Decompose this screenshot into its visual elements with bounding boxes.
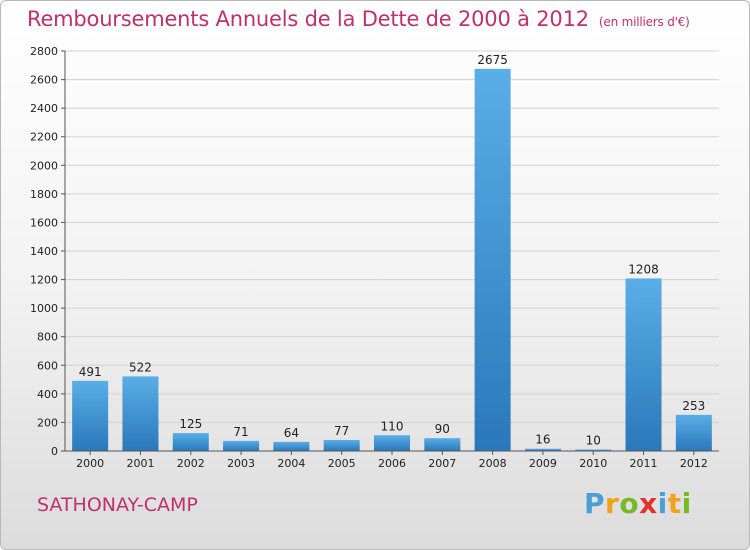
grid-lines	[65, 50, 719, 423]
bar-2003	[223, 440, 260, 451]
bar-2012	[675, 414, 712, 451]
data-label: 10	[586, 434, 601, 448]
bar-2006	[374, 435, 410, 451]
y-tick-label: 1800	[30, 188, 58, 201]
y-tick-label: 1200	[30, 274, 58, 287]
bar-2000	[72, 380, 109, 451]
city-name: SATHONAY-CAMP	[37, 494, 198, 516]
data-label: 64	[284, 426, 299, 440]
y-axis-ticks: 0 200 400 600 800 1000 1200 1400 1600 1800 2000 220…	[30, 45, 65, 458]
data-labels: 491 522 125 71 64 77 110 90 2675 16 10 1208 253	[79, 53, 706, 448]
bar-2002	[172, 433, 209, 451]
data-label: 71	[233, 425, 248, 439]
logo-letter: t	[667, 487, 682, 520]
x-tick-label: 2007	[428, 457, 456, 470]
data-label: 125	[179, 417, 202, 431]
bar-2005	[323, 440, 360, 451]
proxiti-logo: Proxiti	[584, 487, 692, 520]
logo-letter: o	[619, 487, 640, 520]
x-tick-label: 2006	[378, 457, 406, 470]
y-tick-label: 1000	[30, 302, 58, 315]
data-label: 253	[682, 399, 705, 413]
logo-letter: x	[639, 487, 658, 520]
x-tick-label: 2008	[479, 457, 507, 470]
chart-title-text: Remboursements Annuels de la Dette de 20…	[27, 7, 589, 31]
y-tick-label: 400	[37, 388, 58, 401]
bar-2011	[625, 278, 662, 451]
x-tick-label: 2012	[680, 457, 708, 470]
x-tick-label: 2011	[630, 457, 658, 470]
x-tick-label: 2003	[227, 457, 255, 470]
y-tick-label: 2800	[30, 45, 58, 58]
y-tick-label: 200	[37, 416, 58, 429]
y-tick-label: 0	[51, 445, 58, 458]
chart-subtitle: (en milliers d'€)	[598, 15, 690, 29]
data-label: 16	[535, 433, 550, 447]
bar-2009	[524, 448, 561, 451]
x-tick-label: 2004	[277, 457, 305, 470]
bar-2010	[575, 449, 612, 451]
bar-2007	[424, 438, 461, 451]
data-label: 90	[435, 422, 450, 436]
bar-2001	[122, 376, 159, 451]
y-tick-label: 2400	[30, 102, 58, 115]
x-tick-label: 2000	[76, 457, 104, 470]
y-tick-label: 1400	[30, 245, 58, 258]
data-label: 522	[129, 360, 152, 374]
x-tick-label: 2002	[177, 457, 205, 470]
data-label: 2675	[477, 53, 508, 67]
logo-letter: r	[605, 487, 620, 520]
y-tick-label: 2000	[30, 159, 58, 172]
chart-title: Remboursements Annuels de la Dette de 20…	[27, 7, 690, 31]
data-label: 110	[381, 419, 404, 433]
logo-letter: i	[657, 487, 668, 520]
data-label: 491	[79, 365, 102, 379]
y-tick-label: 800	[37, 331, 58, 344]
bar-2008	[474, 68, 511, 451]
x-axis-ticks: 2000 2001 2002 2003 2004 2005 2006 2007 2008 2009…	[76, 451, 708, 470]
data-label: 1208	[628, 262, 659, 276]
logo-letter: i	[681, 487, 692, 520]
bars	[72, 68, 712, 451]
bar-2004	[273, 441, 310, 451]
y-tick-label: 1600	[30, 216, 58, 229]
logo-letter: P	[584, 487, 606, 520]
y-tick-label: 2200	[30, 131, 58, 144]
x-tick-label: 2001	[126, 457, 154, 470]
x-tick-label: 2010	[579, 457, 607, 470]
y-tick-label: 2600	[30, 74, 58, 87]
x-tick-label: 2005	[328, 457, 356, 470]
x-tick-label: 2009	[529, 457, 557, 470]
data-label: 77	[334, 424, 349, 438]
y-tick-label: 600	[37, 359, 58, 372]
